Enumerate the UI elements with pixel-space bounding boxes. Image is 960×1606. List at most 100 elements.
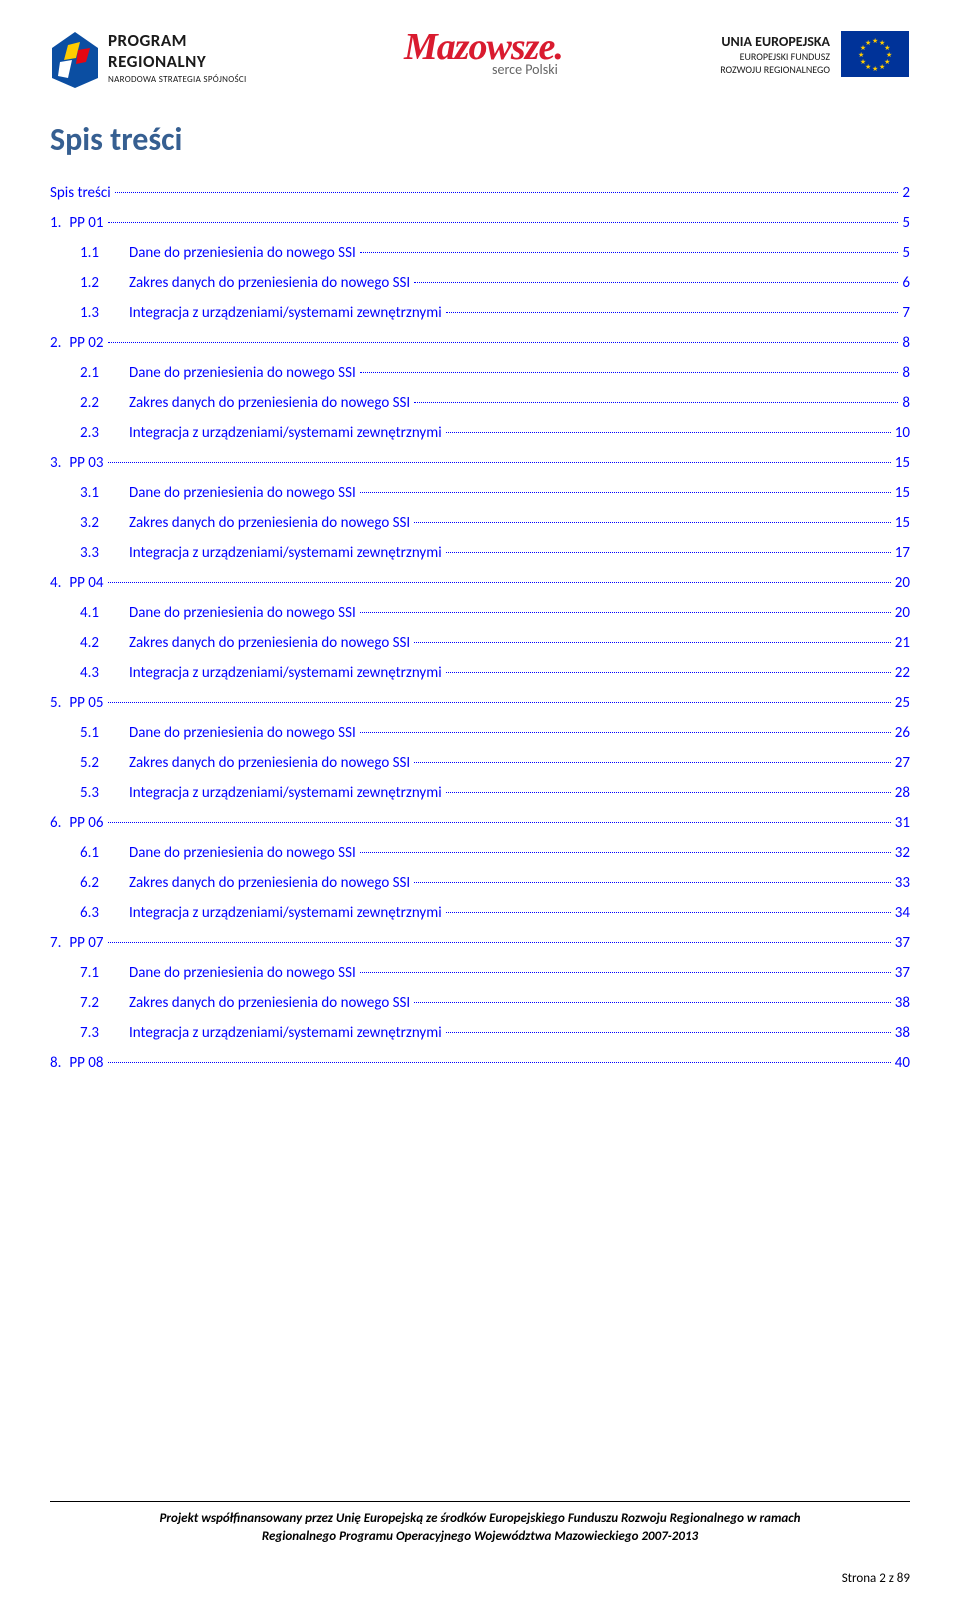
toc-entry[interactable]: 2.3Integracja z urządzeniami/systemami z…	[80, 424, 910, 442]
toc-label: Dane do przeniesienia do nowego SSI	[129, 724, 356, 742]
program-regionalny-icon	[50, 30, 100, 90]
toc-label: PP 03	[69, 454, 103, 472]
toc-label: Integracja z urządzeniami/systemami zewn…	[129, 784, 442, 802]
toc-dots	[108, 822, 891, 823]
toc-number: 7.3	[80, 1024, 99, 1042]
toc-label: Dane do przeniesienia do nowego SSI	[129, 844, 356, 862]
toc-page: 38	[895, 1024, 910, 1042]
toc-dots	[108, 702, 891, 703]
toc-dots	[108, 1062, 891, 1063]
toc-entry[interactable]: 5.1Dane do przeniesienia do nowego SSI 2…	[80, 724, 910, 742]
toc-entry[interactable]: 5.2Zakres danych do przeniesienia do now…	[80, 754, 910, 772]
toc-dots	[446, 912, 891, 913]
footer-text: Projekt współfinansowany przez Unię Euro…	[50, 1510, 910, 1546]
toc-entry[interactable]: 5.3 Integracja z urządzeniami/systemami z…	[80, 784, 910, 802]
eu-line3: ROZWOJU REGIONALNEGO	[720, 63, 830, 76]
toc-entry[interactable]: 1.2Zakres danych do przeniesienia do now…	[80, 274, 910, 292]
eu-star-icon: ★	[865, 38, 871, 47]
toc-page: 20	[895, 574, 910, 592]
toc-entry[interactable]: 6.PP 06 31	[50, 814, 910, 832]
logo-left-line3: NARODOWA STRATEGIA SPÓJNOŚCI	[108, 74, 247, 85]
toc-dots	[414, 762, 891, 763]
toc-dots	[446, 552, 891, 553]
toc-entry[interactable]: 4.PP 04 20	[50, 574, 910, 592]
toc-page: 27	[895, 754, 910, 772]
toc-label: Dane do przeniesienia do nowego SSI	[129, 244, 356, 262]
toc-dots	[414, 282, 898, 283]
toc-number: 2.	[50, 334, 61, 352]
toc-entry[interactable]: 3.3 Integracja z urządzeniami/systemami z…	[80, 544, 910, 562]
toc-label: Dane do przeniesienia do nowego SSI	[129, 364, 356, 382]
logo-left-line1: PROGRAM	[108, 30, 247, 51]
toc-entry[interactable]: 2.2 Zakres danych do przeniesienia do now…	[80, 394, 910, 412]
toc-entry[interactable]: 7.3Integracja z urządzeniami/systemami z…	[80, 1024, 910, 1042]
toc-page: 28	[895, 784, 910, 802]
toc-entry[interactable]: 4.2Zakres danych do przeniesienia do now…	[80, 634, 910, 652]
toc-number: 1.3	[80, 304, 99, 322]
toc-label: Zakres danych do przeniesienia do nowego…	[129, 754, 410, 772]
eu-star-icon: ★	[872, 64, 878, 73]
toc-page: 10	[895, 424, 910, 442]
toc-label: PP 07	[69, 934, 103, 952]
toc-entry[interactable]: 7.1Dane do przeniesienia do nowego SSI 3…	[80, 964, 910, 982]
toc-label: Integracja z urządzeniami/systemami zewn…	[129, 544, 442, 562]
page-title: Spis treści	[50, 120, 910, 159]
footer-page-number: Strona 2 z 89	[50, 1571, 910, 1586]
toc-entry[interactable]: 7.PP 07 37	[50, 934, 910, 952]
toc-dots	[446, 312, 899, 313]
header-logos: PROGRAM REGIONALNY NARODOWA STRATEGIA SP…	[50, 30, 910, 90]
toc-page: 21	[895, 634, 910, 652]
eu-star-icon: ★	[872, 36, 878, 45]
toc-number: 6.1	[80, 844, 99, 862]
toc-entry[interactable]: 3.1Dane do przeniesienia do nowego SSI 1…	[80, 484, 910, 502]
toc-page: 8	[902, 334, 910, 352]
toc-number: 6.	[50, 814, 61, 832]
toc-page: 6	[902, 274, 910, 292]
toc-dots	[360, 972, 891, 973]
toc-entry[interactable]: 5.PP 05 25	[50, 694, 910, 712]
toc-entry[interactable]: 3.PP 03 15	[50, 454, 910, 472]
toc-dots	[414, 882, 891, 883]
toc-label: Dane do przeniesienia do nowego SSI	[129, 484, 356, 502]
toc-entry[interactable]: 4.3Integracja z urządzeniami/systemami z…	[80, 664, 910, 682]
toc-entry[interactable]: 1.PP 01 5	[50, 214, 910, 232]
eu-flag-icon: ★★★★★★★★★★★★	[840, 30, 910, 78]
toc-dots	[360, 732, 891, 733]
toc-dots	[446, 792, 891, 793]
toc-page: 15	[895, 484, 910, 502]
toc-page: 38	[895, 994, 910, 1012]
eu-logo-block: UNIA EUROPEJSKA EUROPEJSKI FUNDUSZ ROZWO…	[720, 30, 910, 78]
toc-page: 34	[895, 904, 910, 922]
toc-page: 37	[895, 964, 910, 982]
toc-entry[interactable]: 2. PP 02 8	[50, 334, 910, 352]
toc-label: Zakres danych do przeniesienia do nowego…	[129, 274, 410, 292]
toc-label: Integracja z urządzeniami/systemami zewn…	[129, 664, 442, 682]
toc-entry[interactable]: 7.2Zakres danych do przeniesienia do now…	[80, 994, 910, 1012]
toc-label: Integracja z urządzeniami/systemami zewn…	[129, 904, 442, 922]
toc-entry[interactable]: 1.1Dane do przeniesienia do nowego SSI 5	[80, 244, 910, 262]
toc-entry[interactable]: 6.2Zakres danych do przeniesienia do now…	[80, 874, 910, 892]
toc-label: Zakres danych do przeniesienia do nowego…	[129, 394, 410, 412]
toc-label: PP 04	[69, 574, 103, 592]
toc-number: 3.3	[80, 544, 99, 562]
toc-label: PP 02	[69, 334, 103, 352]
toc-entry[interactable]: 3.2Zakres danych do przeniesienia do now…	[80, 514, 910, 532]
toc-entry[interactable]: Spis treści 2	[50, 184, 910, 202]
toc-number: 5.3	[80, 784, 99, 802]
toc-entry[interactable]: 4.1Dane do przeniesienia do nowego SSI 2…	[80, 604, 910, 622]
toc-entry[interactable]: 2.1Dane do przeniesienia do nowego SSI 8	[80, 364, 910, 382]
toc-number: 6.3	[80, 904, 99, 922]
toc-number: 4.1	[80, 604, 99, 622]
toc-entry[interactable]: 6.3 Integracja z urządzeniami/systemami z…	[80, 904, 910, 922]
toc-label: Dane do przeniesienia do nowego SSI	[129, 604, 356, 622]
toc-dots	[360, 252, 899, 253]
toc-number: 2.3	[80, 424, 99, 442]
toc-number: 2.2	[80, 394, 99, 412]
footer-line1: Projekt współfinansowany przez Unię Euro…	[160, 1511, 801, 1526]
toc-entry[interactable]: 1.3Integracja z urządzeniami/systemami z…	[80, 304, 910, 322]
toc-entry[interactable]: 8.PP 08 40	[50, 1054, 910, 1072]
toc-label: PP 01	[69, 214, 103, 232]
toc-page: 37	[895, 934, 910, 952]
toc-number: 1.1	[80, 244, 99, 262]
toc-entry[interactable]: 6.1Dane do przeniesienia do nowego SSI 3…	[80, 844, 910, 862]
